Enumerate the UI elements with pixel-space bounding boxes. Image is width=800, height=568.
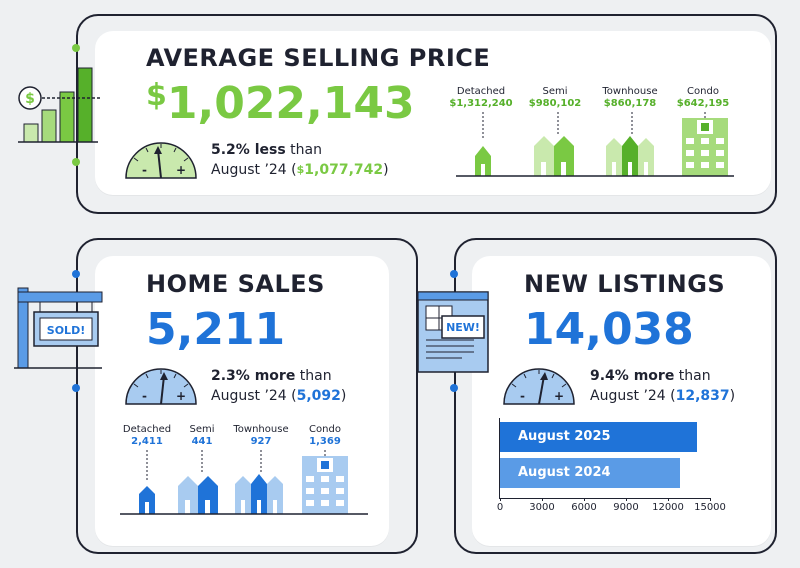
listings-value: 14,038 <box>524 304 694 355</box>
chart-axis-x <box>499 498 711 499</box>
price-type-label: Condo <box>687 86 719 97</box>
price-frame <box>76 14 777 214</box>
price-type-value: $860,178 <box>603 98 657 109</box>
sales-value: 5,211 <box>146 304 286 355</box>
price-title: AVERAGE SELLING PRICE <box>146 44 491 72</box>
price-type-label: Detached <box>456 86 506 97</box>
close-paren: ) <box>340 388 347 404</box>
than-text: than <box>299 368 332 384</box>
prior-value: 5,092 <box>296 388 341 404</box>
price-type-label: Townhouse <box>602 86 658 97</box>
connector-dot <box>72 384 80 392</box>
sales-type-value: 927 <box>250 436 272 447</box>
sales-type-label: Semi <box>189 424 215 435</box>
listings-title: NEW LISTINGS <box>524 270 726 298</box>
chart-tick-mark <box>710 498 711 501</box>
listings-comparison: 9.4% more than August ’24 (12,837) <box>590 366 735 406</box>
sales-type-value: 441 <box>191 436 213 447</box>
price-type-label: Semi <box>542 86 568 97</box>
currency-symbol: $ <box>146 78 167 113</box>
townhouse-icon <box>235 474 283 514</box>
than-text: than <box>290 142 322 158</box>
price-type-value: $642,195 <box>676 98 730 109</box>
prior-period: August ’24 ( <box>211 388 297 404</box>
chart-axis-y <box>499 418 500 498</box>
price-type-value: $1,312,240 <box>449 98 513 109</box>
sales-comparison: 2.3% more than August ’24 (5,092) <box>211 366 346 406</box>
sales-type-label: Detached <box>122 424 172 435</box>
connector-dot <box>450 270 458 278</box>
sales-type-value: 2,411 <box>131 436 163 447</box>
connector-dot <box>72 44 80 52</box>
sales-houses-illustration <box>120 450 368 515</box>
semi-house-icon <box>178 476 218 514</box>
price-comparison: 5.2% less than August ’24 ($1,077,742) <box>211 140 389 180</box>
detached-house-icon <box>475 146 491 176</box>
gauge-icon: - + <box>125 368 197 405</box>
gauge-icon: - + <box>503 368 575 405</box>
gauge-icon: - + <box>125 142 197 179</box>
gauge-minus: - <box>142 389 147 403</box>
svg-text:$: $ <box>25 91 35 107</box>
chart-tick-mark <box>500 498 501 501</box>
price-change: 5.2% less <box>211 142 286 158</box>
chart-tick-label: 0 <box>496 502 504 513</box>
condo-building-icon <box>302 456 348 514</box>
new-listing-document-icon: NEW! <box>417 291 489 373</box>
sales-type-label: Condo <box>309 424 341 435</box>
sold-sign-icon: SOLD! <box>14 287 103 369</box>
chart-tick-label: 12000 <box>652 502 684 513</box>
price-number: 1,022,143 <box>166 78 415 129</box>
price-houses-illustration <box>456 112 734 177</box>
chart-tick-mark <box>626 498 627 501</box>
new-badge-text: NEW! <box>446 321 480 334</box>
gauge-minus: - <box>520 389 525 403</box>
detached-house-icon <box>139 486 155 514</box>
sales-change: 2.3% more <box>211 368 296 384</box>
chart-tick-label: 3000 <box>529 502 555 513</box>
sales-title: HOME SALES <box>146 270 325 298</box>
townhouse-icon <box>606 136 654 176</box>
prior-period: August ’24 ( <box>211 162 297 178</box>
connector-dot <box>450 384 458 392</box>
condo-building-icon <box>682 118 728 176</box>
sales-frame <box>76 238 418 554</box>
gauge-minus: - <box>142 163 147 177</box>
prior-value: 12,837 <box>675 388 730 404</box>
price-type-value: $980,102 <box>528 98 582 109</box>
chart-tick-label: 9000 <box>613 502 639 513</box>
dollar-bar-chart-icon: $ <box>18 67 100 143</box>
chart-tick-label: 15000 <box>694 502 726 513</box>
price-value: $1,022,143 <box>146 78 415 129</box>
close-paren: ) <box>729 388 736 404</box>
chart-tick-label: 6000 <box>571 502 597 513</box>
than-text: than <box>678 368 711 384</box>
close-paren: ) <box>383 162 389 178</box>
chart-bar: August 2025 <box>500 422 697 452</box>
prior-currency: $ <box>296 163 305 176</box>
gauge-plus: + <box>176 389 186 403</box>
listings-change: 9.4% more <box>590 368 675 384</box>
sales-type-value: 1,369 <box>309 436 341 447</box>
listings-bar-chart: August 2025 August 2024 0 3000 6000 9000 12000… <box>480 418 770 518</box>
chart-tick-mark <box>542 498 543 501</box>
gauge-plus: + <box>554 389 564 403</box>
chart-bar: August 2024 <box>500 458 680 488</box>
connector-dot <box>72 158 80 166</box>
semi-house-icon <box>534 136 574 176</box>
connector-dot <box>72 270 80 278</box>
price-card <box>95 31 771 195</box>
chart-tick-mark <box>584 498 585 501</box>
sales-type-label: Townhouse <box>233 424 289 435</box>
gauge-plus: + <box>176 163 186 177</box>
prior-value: 1,077,742 <box>304 162 384 178</box>
prior-period: August ’24 ( <box>590 388 676 404</box>
chart-tick-mark <box>668 498 669 501</box>
listings-frame <box>454 238 777 554</box>
sold-sign-text: SOLD! <box>47 324 85 337</box>
